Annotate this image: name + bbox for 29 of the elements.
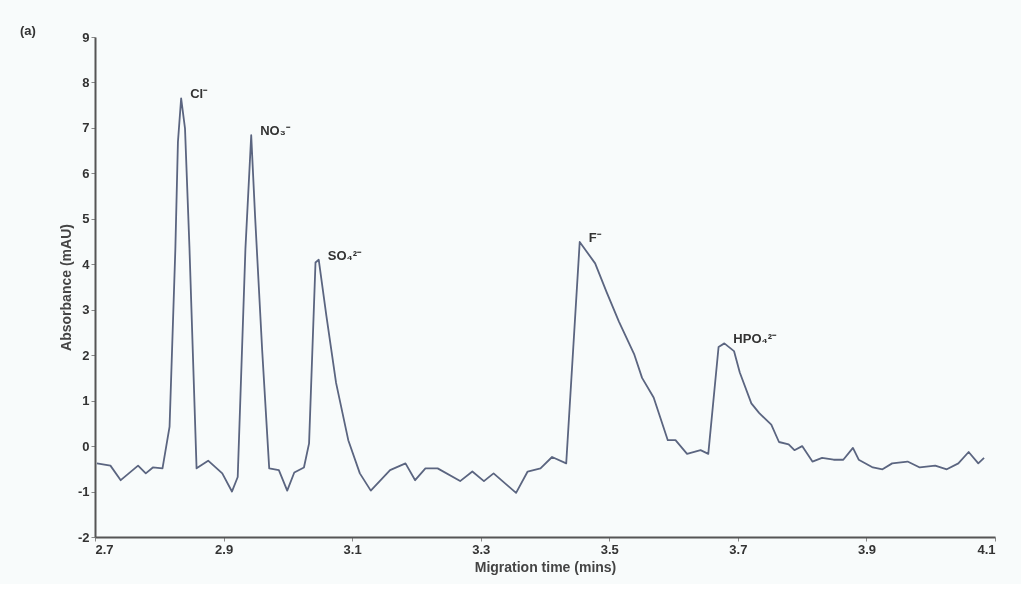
y-tick-label: 6 [82,165,90,181]
x-tick-label: 3.3 [472,541,491,557]
annotation: NO₃⁻ [260,123,291,139]
annotation: HPO₄²⁻ [733,331,778,347]
x-tick-label: 2.9 [215,541,234,557]
line-series [96,97,985,494]
y-tick-label: -1 [77,484,90,500]
x-tick-label: 3.1 [343,541,362,557]
y-tick-label: 4 [82,256,91,272]
y-tick-label: 2 [82,347,90,363]
x-axis-title: Migration time (mins) [474,558,617,575]
annotation: Cl⁻ [190,86,209,102]
x-tick-label: 3.7 [729,541,748,557]
x-tick-label: 4.1 [977,541,996,557]
annotation: SO₄²⁻ [327,247,363,263]
y-tick-label: 3 [82,302,90,318]
y-tick-label: 5 [82,211,90,227]
annotation: F⁻ [588,230,602,245]
y-tick-label: 9 [82,29,90,45]
y-tick-label: 0 [82,438,90,454]
y-tick-label: 8 [82,74,90,90]
x-tick-label: 2.7 [95,541,114,557]
y-axis-title: Absorbance (mAU) [57,224,74,351]
x-tick-label: 3.9 [857,541,876,557]
x-tick-label: 3.5 [600,541,619,557]
text: (a) [20,23,36,38]
y-tick-label: 1 [82,393,90,409]
y-tick-label: 7 [82,120,90,136]
y-tick-label: -2 [77,529,90,545]
